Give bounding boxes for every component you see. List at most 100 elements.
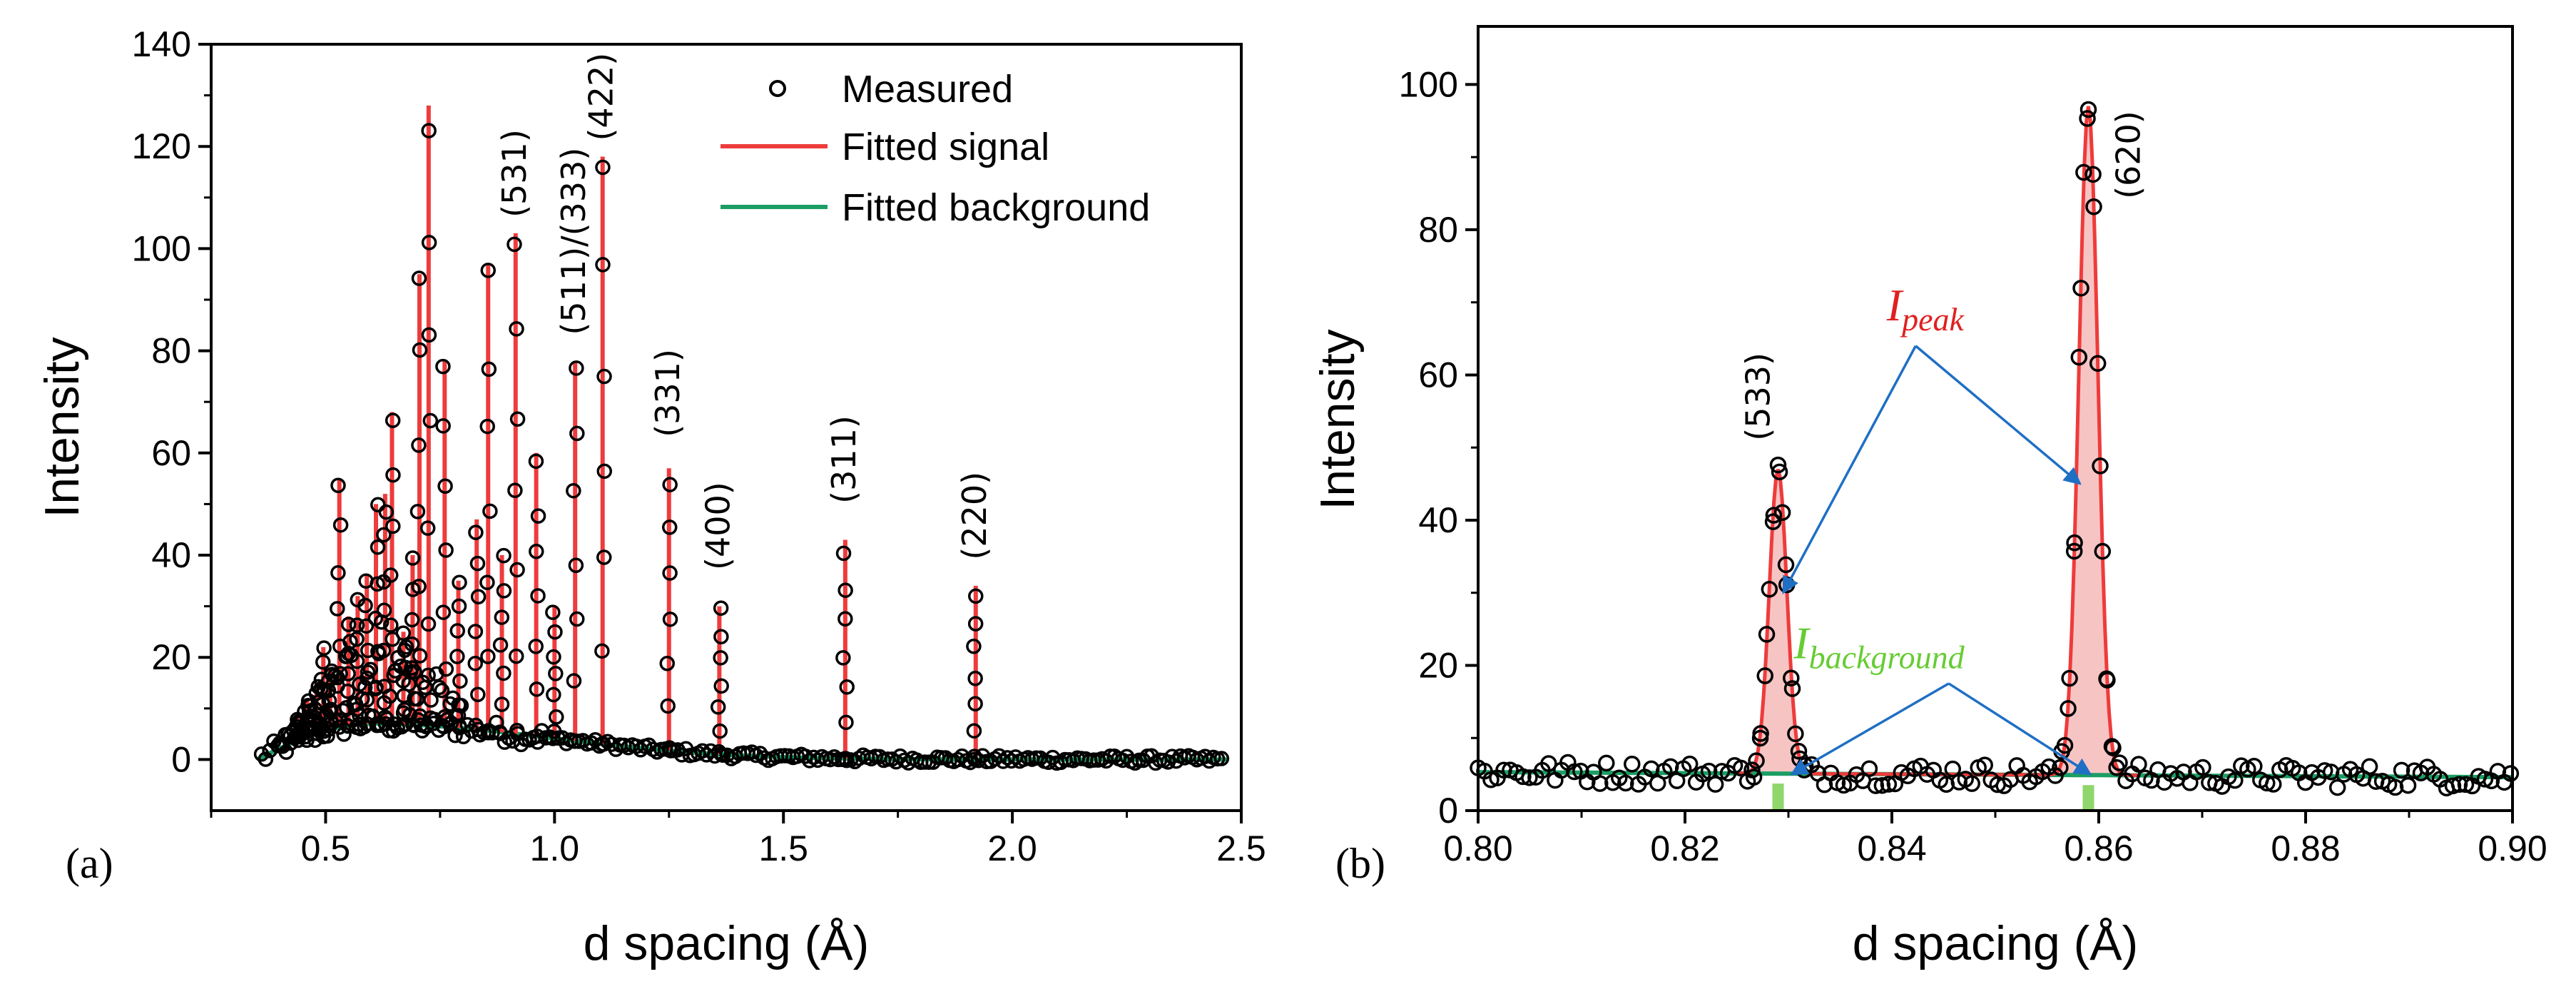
a-x-axis-ticks: 0.5 1.0 1.5 2.0 2.5 [210, 811, 1266, 868]
a-xtick-label: 2.0 [987, 828, 1037, 868]
b-measured-point [2060, 700, 2077, 717]
a-peak-point [421, 327, 437, 343]
a-peak-point [469, 555, 486, 572]
a-peak-point [413, 717, 429, 733]
b-measured-point [1771, 463, 1788, 481]
a-peak-point [713, 746, 729, 762]
a-annotation-label: (311) [825, 415, 863, 504]
a-peak-point [494, 696, 510, 712]
a-peak-point [528, 639, 544, 654]
a-peak-point [340, 617, 357, 632]
b-fitted-lines-group [1477, 106, 2513, 780]
a-ytick-label: 60 [151, 433, 191, 473]
b-measured-point [2361, 758, 2378, 776]
panel-a: 0.5 1.0 1.5 2.0 2.5 0 20 40 60 80 100 120 140 (531)… [35, 24, 1266, 970]
a-peak-point [481, 361, 497, 377]
a-peak-point [470, 686, 486, 703]
a-peak-point [340, 666, 356, 681]
a-peak-point [449, 649, 465, 664]
a-ytick-label: 100 [132, 228, 191, 268]
b-measured-point [1944, 760, 1962, 778]
b-peak-fill-group [1738, 107, 2132, 776]
a-peak-point [547, 624, 563, 640]
a-peak-point [569, 425, 585, 442]
a-peak-point [479, 574, 495, 590]
a-peak-point [307, 709, 322, 726]
a-peak-point [713, 600, 729, 616]
a-peak-point [376, 527, 392, 543]
a-annotation-label: (531) [495, 129, 534, 218]
a-peak-point [594, 643, 610, 659]
a-peak-point [411, 270, 427, 286]
b-x-axis-ticks: 0.80 0.82 0.84 0.86 0.88 0.90 [1443, 811, 2547, 868]
b-measured-point [1880, 776, 1898, 793]
a-ytick-label: 0 [171, 739, 191, 779]
panel-b: 0.80 0.82 0.84 0.86 0.88 0.90 0 20 40 60 80 100 (5… [1310, 25, 2547, 970]
b-peak-fill [1738, 470, 1818, 774]
b-measured-point [1745, 769, 1763, 786]
a-peak-point [545, 731, 561, 746]
b-measured-point [1617, 774, 1634, 792]
b-measured-point [2066, 534, 2083, 552]
a-peak-point [494, 609, 510, 625]
b-xtick-label: 0.82 [1650, 828, 1719, 868]
a-xtick-label: 0.5 [301, 828, 351, 868]
b-measured-point [1598, 754, 1615, 772]
a-peak-point [509, 321, 524, 337]
b-measured-point [1700, 762, 1718, 780]
a-xtick-label: 2.5 [1216, 828, 1266, 868]
a-peak-point [595, 257, 611, 273]
a-peak-point [713, 650, 728, 666]
a-ytick-label: 140 [132, 24, 191, 64]
b-measured-point [1783, 680, 1801, 697]
a-peak-point [340, 684, 356, 699]
b-measured-point [2259, 774, 2276, 792]
a-peak-point [452, 720, 468, 736]
a-peak-point [509, 411, 526, 427]
b-ytick-label: 40 [1418, 500, 1458, 540]
a-peak-point [360, 642, 376, 659]
a-peak-point [313, 671, 330, 687]
b-background-marker [2082, 785, 2094, 811]
legend-measured-label: Measured [842, 68, 1013, 111]
a-peak-point [967, 696, 983, 711]
a-peak-point [507, 482, 523, 499]
a-peak-point [421, 123, 437, 138]
b-peak-point [2065, 542, 2083, 560]
a-peak-point [404, 636, 420, 652]
legend-measured-marker [769, 80, 786, 97]
a-peak-point [663, 743, 678, 759]
a-annotation-label: (331) [648, 349, 687, 437]
a-peak-point [496, 665, 511, 681]
i-background-arrow-left [1790, 682, 1950, 776]
a-peak-point [713, 629, 729, 645]
a-y-axis-ticks: 0 20 40 60 80 100 120 140 [132, 24, 211, 779]
a-peak-point [435, 418, 451, 434]
b-measured-point [1521, 769, 1538, 786]
a-peak-point [838, 714, 854, 731]
a-measured-point [360, 664, 376, 680]
b-xtick-label: 0.86 [2064, 828, 2133, 868]
a-peak-point [660, 698, 676, 714]
b-measured-point [1860, 760, 1878, 777]
a-peak-point [421, 235, 437, 250]
a-measured-point [431, 679, 447, 696]
a-peak-point [838, 611, 853, 627]
b-peak-label: (620) [2109, 111, 2148, 199]
b-measured-point [1592, 775, 1609, 792]
a-measured-point [447, 727, 463, 744]
a-peak-point [467, 655, 483, 671]
a-peak-point [838, 751, 853, 766]
a-x-axis-label: d spacing (Å) [584, 916, 870, 970]
a-peak-point [412, 648, 428, 664]
a-peak-point [529, 728, 545, 744]
b-background-markers-group [1772, 783, 2094, 811]
b-measured-point [1706, 776, 1724, 793]
b-xtick-label: 0.80 [1443, 828, 1512, 868]
a-peak-point [595, 159, 611, 176]
a-peak-point [370, 539, 386, 555]
b-measured-point [2194, 759, 2211, 776]
b-peak-point [2084, 166, 2102, 183]
a-peak-point [395, 625, 412, 641]
